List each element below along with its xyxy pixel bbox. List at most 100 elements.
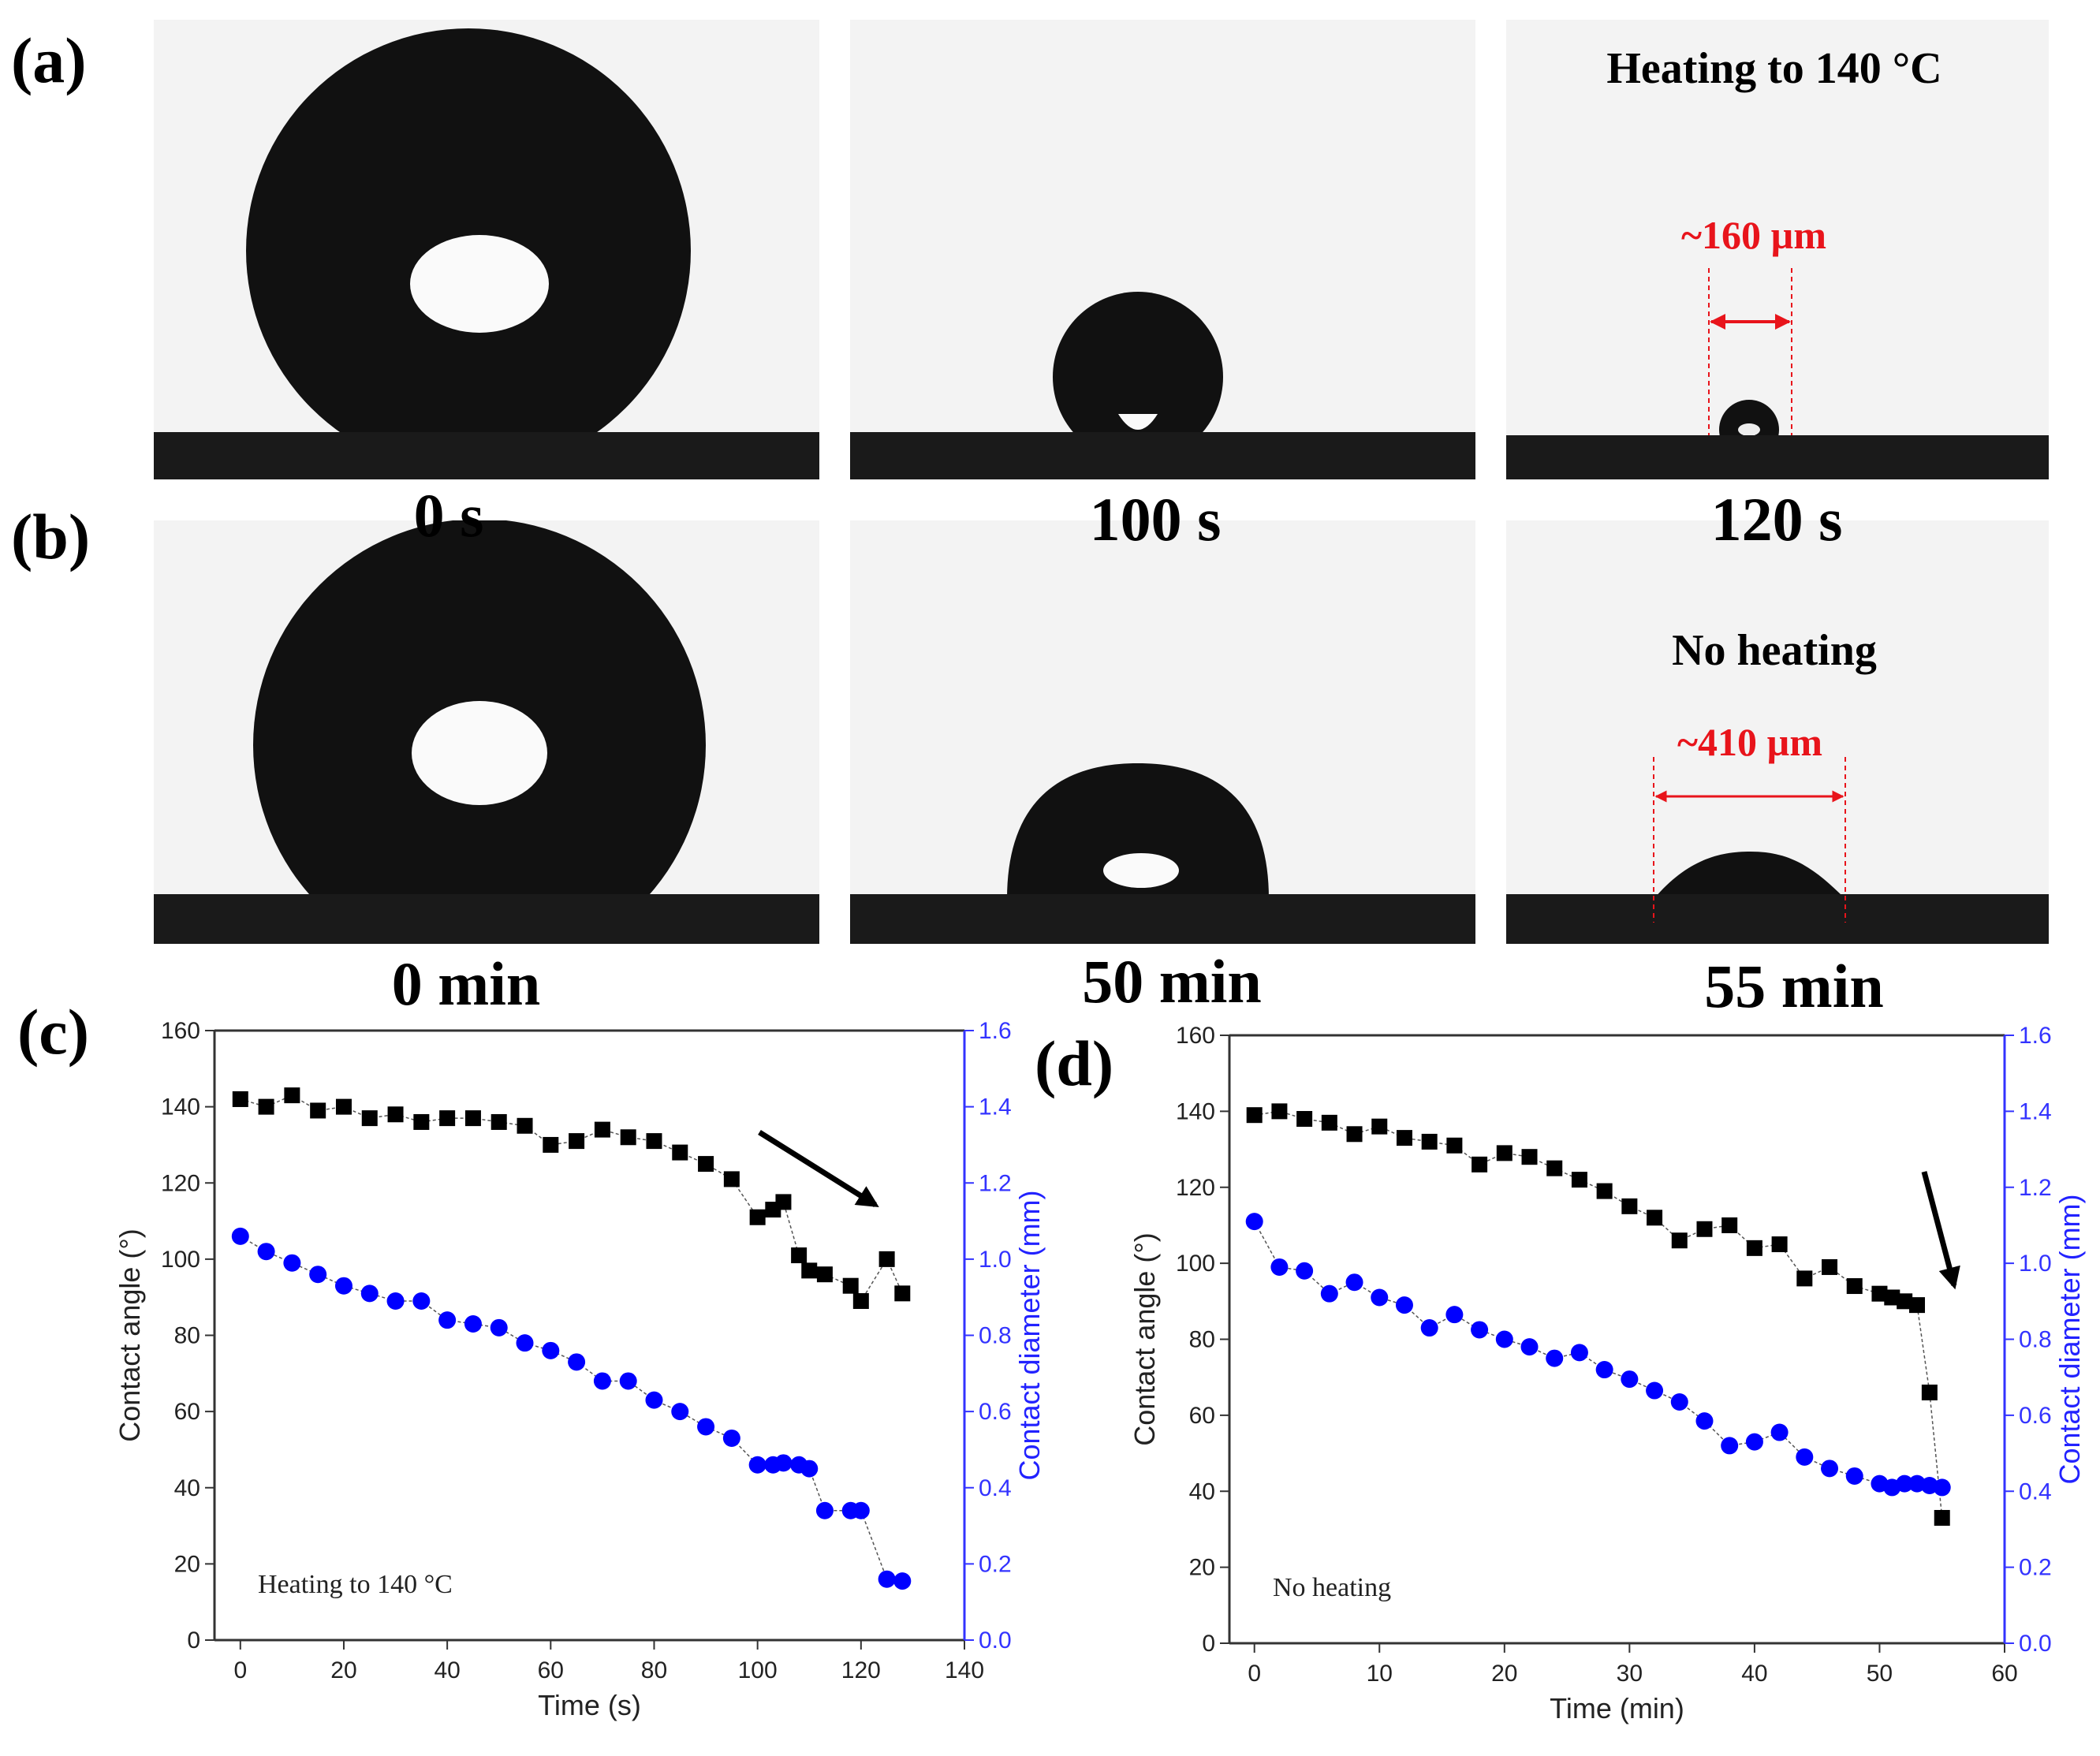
y-tick-label: 140 bbox=[161, 1094, 200, 1120]
angle-point bbox=[646, 1133, 662, 1150]
x-tick-label: 20 bbox=[330, 1657, 356, 1683]
diameter-point bbox=[1646, 1381, 1664, 1400]
panel-letter-c: (c) bbox=[17, 996, 89, 1068]
diameter-point bbox=[1296, 1262, 1314, 1280]
angle-point bbox=[1321, 1114, 1337, 1131]
diameter-point bbox=[386, 1292, 405, 1310]
diameter-point bbox=[1371, 1288, 1389, 1307]
diameter-point bbox=[1796, 1448, 1814, 1466]
y-tick-label: 120 bbox=[161, 1170, 200, 1196]
angle-point bbox=[490, 1113, 507, 1130]
diameter-point bbox=[1520, 1338, 1539, 1356]
diameter-point bbox=[1595, 1361, 1613, 1379]
angle-point bbox=[439, 1110, 456, 1127]
x-tick-label: 40 bbox=[1741, 1661, 1767, 1687]
y-tick-label: 120 bbox=[1176, 1175, 1215, 1201]
diameter-point bbox=[1670, 1393, 1688, 1411]
photo-a-0s bbox=[154, 20, 819, 479]
diameter-point bbox=[1345, 1273, 1363, 1292]
diameter-point bbox=[309, 1266, 327, 1284]
y-tick-label: 40 bbox=[174, 1475, 200, 1501]
time-label-b-3: 55 min bbox=[1704, 952, 1884, 1020]
x-tick-label: 60 bbox=[538, 1657, 564, 1683]
angle-point bbox=[569, 1133, 585, 1150]
diameter-point bbox=[800, 1460, 819, 1478]
panel-letter-d: (d) bbox=[1035, 1027, 1113, 1099]
angle-point bbox=[1471, 1156, 1488, 1173]
angle-point bbox=[284, 1087, 300, 1104]
photo-b-55min bbox=[1506, 520, 2049, 944]
y-axis-label: Contact angle (°) bbox=[1128, 1232, 1161, 1446]
photo-a-100s bbox=[850, 20, 1475, 479]
angle-point bbox=[1421, 1133, 1438, 1150]
y2-tick-label: 0.4 bbox=[979, 1475, 1012, 1501]
x-tick-label: 30 bbox=[1617, 1661, 1643, 1687]
x-tick-label: 50 bbox=[1867, 1661, 1893, 1687]
diameter-point bbox=[438, 1311, 457, 1329]
y2-tick-label: 0.6 bbox=[979, 1399, 1012, 1425]
diameter-point bbox=[568, 1353, 586, 1371]
diameter-point bbox=[774, 1454, 793, 1472]
angle-point bbox=[1446, 1137, 1463, 1154]
angle-point bbox=[1596, 1183, 1613, 1199]
x-tick-label: 80 bbox=[641, 1657, 667, 1683]
angle-point bbox=[1897, 1293, 1913, 1310]
diameter-point bbox=[257, 1243, 275, 1261]
angle-point bbox=[816, 1266, 833, 1283]
diameter-point bbox=[878, 1570, 896, 1588]
angle-point bbox=[1346, 1126, 1363, 1143]
angle-point bbox=[1546, 1160, 1563, 1176]
y2-tick-label: 1.6 bbox=[2019, 1023, 2052, 1049]
photo-b-0min bbox=[154, 520, 819, 944]
photo-a-120s bbox=[1506, 20, 2049, 479]
angle-point bbox=[620, 1129, 636, 1146]
angle-point bbox=[1571, 1172, 1587, 1188]
diameter-point bbox=[1745, 1433, 1763, 1451]
x-tick-label: 40 bbox=[434, 1657, 460, 1683]
y2-tick-label: 0.6 bbox=[2019, 1403, 2052, 1429]
chart-c: 0 20 40 60 80 100 120 140 0 20 40 60 80 100 120 140 160 0… bbox=[114, 1018, 1046, 1721]
angle-point bbox=[258, 1098, 274, 1115]
condition-label-a: Heating to 140 °C bbox=[1606, 44, 1941, 93]
angle-point bbox=[1246, 1107, 1263, 1124]
y-tick-label: 80 bbox=[1189, 1327, 1215, 1353]
time-label-b-1: 0 min bbox=[392, 949, 541, 1018]
diameter-point bbox=[1270, 1258, 1289, 1276]
time-label-a-1: 0 s bbox=[414, 481, 484, 550]
diameter-point bbox=[1845, 1467, 1863, 1485]
angle-point bbox=[1647, 1210, 1663, 1226]
diameter-point bbox=[1420, 1319, 1438, 1337]
y2-tick-label: 0.4 bbox=[2019, 1478, 2052, 1504]
y2-tick-label: 1.4 bbox=[2019, 1098, 2052, 1124]
y2-tick-label: 0.2 bbox=[979, 1551, 1012, 1577]
y-tick-label: 20 bbox=[1189, 1555, 1215, 1581]
angle-point bbox=[1371, 1118, 1388, 1135]
y-tick-label: 0 bbox=[1202, 1631, 1215, 1657]
angle-point bbox=[723, 1171, 740, 1187]
diameter-point bbox=[671, 1403, 689, 1421]
angle-point bbox=[791, 1247, 808, 1264]
diameter-point bbox=[334, 1277, 352, 1295]
chart-d: 0 10 20 30 40 50 60 0 20 40 60 80 100 120 140 160 0.0 0.2… bbox=[1128, 1023, 2086, 1724]
series-line-circle bbox=[1254, 1221, 1942, 1489]
time-label-a-3: 120 s bbox=[1711, 485, 1843, 554]
angle-point bbox=[1746, 1240, 1762, 1256]
angle-point bbox=[1496, 1145, 1513, 1161]
angle-point bbox=[1296, 1111, 1313, 1128]
y2-tick-label: 0.0 bbox=[2019, 1631, 2052, 1657]
y2-tick-label: 1.0 bbox=[979, 1247, 1012, 1273]
series-line-circle bbox=[240, 1236, 903, 1582]
y-tick-label: 100 bbox=[161, 1247, 200, 1273]
diameter-point bbox=[1933, 1478, 1951, 1497]
y-tick-label: 160 bbox=[1176, 1023, 1215, 1049]
diameter-point bbox=[412, 1292, 431, 1310]
x-tick-label: 10 bbox=[1367, 1661, 1393, 1687]
diameter-point bbox=[815, 1501, 834, 1519]
diameter-point bbox=[1395, 1296, 1413, 1314]
x-tick-label: 100 bbox=[738, 1657, 778, 1683]
diameter-point bbox=[1320, 1284, 1338, 1303]
y-tick-label: 40 bbox=[1189, 1478, 1215, 1504]
angle-point bbox=[361, 1110, 378, 1127]
angle-point bbox=[1921, 1384, 1938, 1400]
